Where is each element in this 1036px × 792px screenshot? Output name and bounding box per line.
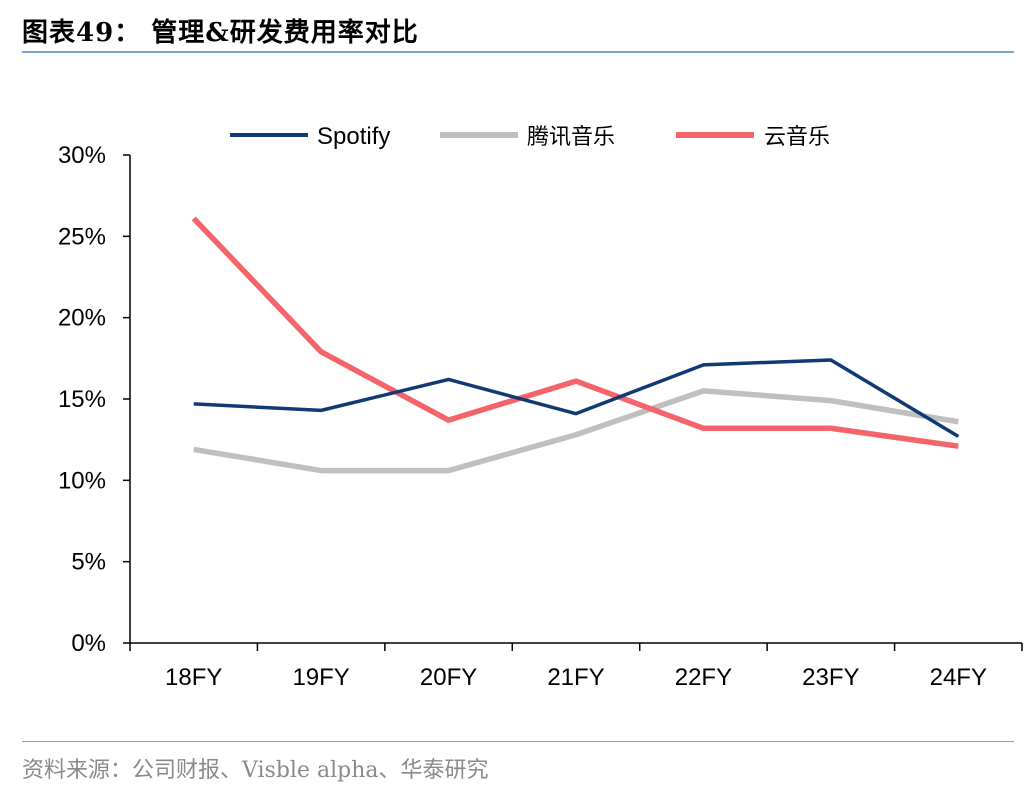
chart-axes: 0% 5% 10% 15% 20% 25% 30% 18FY 19FY 20FY 21FY 22FY 2… (58, 142, 1023, 691)
chart-series (191, 216, 960, 474)
chart-legend: Spotify 腾讯音乐 云音乐 (230, 123, 830, 150)
y-tick-label: 25% (58, 223, 106, 250)
source-note: 资料来源：公司财报、Visble alpha、华泰研究 (22, 758, 489, 783)
legend-label-0: Spotify (317, 123, 390, 150)
x-tick-label: 20FY (420, 664, 477, 691)
x-tick-label: 18FY (165, 664, 222, 691)
y-tick-label: 5% (71, 549, 106, 576)
figure-title: 图表49： 管理&研发费用率对比 (22, 18, 419, 48)
x-tick-label: 22FY (675, 664, 732, 691)
x-tick-label: 23FY (802, 664, 859, 691)
y-tick-label: 0% (71, 630, 106, 657)
legend-label-1: 腾讯音乐 (527, 125, 615, 150)
y-tick-label: 15% (58, 386, 106, 413)
footer-divider (22, 741, 1014, 742)
title-divider (22, 51, 1014, 53)
x-tick-label: 19FY (292, 664, 349, 691)
y-tick-label: 10% (58, 467, 106, 494)
y-tick-label: 20% (58, 305, 106, 332)
series-line-0 (193, 358, 960, 438)
x-tick-label: 24FY (930, 664, 987, 691)
x-tick-label: 21FY (547, 664, 604, 691)
y-tick-label: 30% (58, 142, 106, 169)
legend-label-2: 云音乐 (764, 125, 830, 150)
